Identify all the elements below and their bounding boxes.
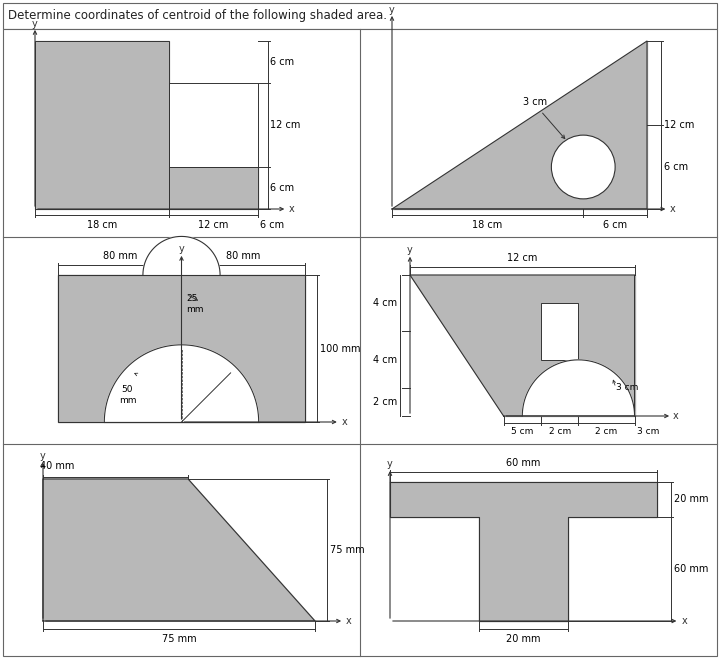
Text: 18 cm: 18 cm [86,220,117,230]
Text: x: x [673,411,679,421]
Text: Determine coordinates of centroid of the following shaded area.: Determine coordinates of centroid of the… [8,9,387,22]
Polygon shape [392,41,647,209]
Text: 4 cm: 4 cm [373,299,397,308]
Bar [3,3,717,29]
Text: 12 cm: 12 cm [198,220,228,230]
Text: 75 mm: 75 mm [330,545,364,555]
Polygon shape [522,360,634,416]
Polygon shape [104,345,258,422]
Text: y: y [407,245,413,255]
Polygon shape [43,479,315,621]
Text: 2 cm: 2 cm [549,427,571,436]
Text: 2 cm: 2 cm [373,397,397,407]
Bar [541,303,578,360]
Text: 6 cm: 6 cm [271,183,294,193]
Text: 25
mm: 25 mm [186,294,204,314]
Text: 6 cm: 6 cm [603,220,627,230]
Text: y: y [179,244,184,254]
Text: 18 cm: 18 cm [472,220,503,230]
Bar [168,167,258,209]
Circle shape [552,135,615,199]
Text: 20 mm: 20 mm [674,494,708,504]
Text: x: x [670,204,675,214]
Polygon shape [168,167,258,209]
Text: 4 cm: 4 cm [373,355,397,364]
Text: 80 mm: 80 mm [102,251,137,261]
Bar [35,41,168,209]
Polygon shape [143,237,220,275]
Text: x: x [681,616,687,626]
Text: y: y [40,451,46,461]
Text: 12 cm: 12 cm [271,120,301,130]
Text: 100 mm: 100 mm [320,343,361,353]
Text: 12 cm: 12 cm [507,253,537,263]
Text: x: x [346,616,352,626]
Text: x: x [342,417,348,427]
Bar [168,83,258,167]
Text: 3 cm: 3 cm [616,384,638,392]
Text: 3 cm: 3 cm [636,427,659,436]
Text: 12 cm: 12 cm [664,120,694,130]
Text: 20 mm: 20 mm [506,634,541,644]
Text: 3 cm: 3 cm [523,97,547,107]
Text: x: x [288,204,294,214]
Text: 5 cm: 5 cm [511,427,534,436]
Text: 6 cm: 6 cm [271,57,294,67]
Polygon shape [390,482,657,621]
Text: 80 mm: 80 mm [226,251,261,261]
Polygon shape [410,275,634,416]
Text: 50
mm: 50 mm [119,386,136,405]
Text: 6 cm: 6 cm [259,220,284,230]
Text: 60 mm: 60 mm [674,564,708,574]
Bar [58,275,305,422]
Text: y: y [389,5,395,15]
Text: 75 mm: 75 mm [162,634,197,644]
Text: 40 mm: 40 mm [40,461,74,471]
Polygon shape [35,41,168,209]
Text: 6 cm: 6 cm [664,162,688,172]
Text: 2 cm: 2 cm [595,427,618,436]
Text: y: y [32,19,38,29]
Polygon shape [58,275,305,422]
Text: 60 mm: 60 mm [506,458,541,468]
Text: y: y [387,459,393,469]
